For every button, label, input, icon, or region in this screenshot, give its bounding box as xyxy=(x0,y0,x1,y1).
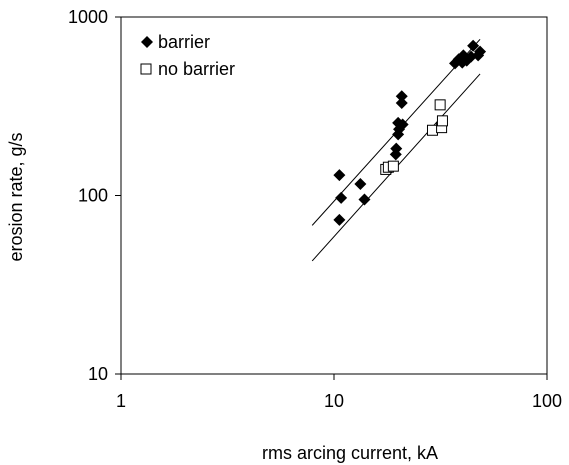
point-barrier xyxy=(467,39,480,52)
x-tick-label: 10 xyxy=(324,391,344,411)
point-no-barrier xyxy=(436,115,448,127)
y-tick-label: 10 xyxy=(88,364,108,384)
point-barrier xyxy=(395,90,408,103)
x-axis-title: rms arcing current, kA xyxy=(262,443,438,463)
legend-open-square-icon xyxy=(140,63,152,75)
point-barrier xyxy=(333,169,346,182)
y-axis-title: erosion rate, g/s xyxy=(6,132,26,261)
point-no-barrier xyxy=(387,160,399,172)
x-tick-label: 1 xyxy=(116,391,126,411)
point-barrier xyxy=(354,177,367,190)
legend-label-no-barrier: no barrier xyxy=(158,59,235,79)
point-barrier xyxy=(390,142,403,155)
point-barrier xyxy=(358,193,371,206)
axis-tick-labels: 1 10 100 10 100 1000 xyxy=(68,7,562,411)
point-barrier xyxy=(333,213,346,226)
data-points xyxy=(333,39,487,226)
point-barrier xyxy=(396,118,409,131)
x-tick-label: 100 xyxy=(532,391,562,411)
legend-item-barrier: barrier xyxy=(141,32,210,52)
point-barrier xyxy=(474,45,487,58)
legend-filled-diamond-icon xyxy=(141,36,153,48)
legend-item-no-barrier: no barrier xyxy=(140,59,235,79)
point-no-barrier xyxy=(434,99,446,111)
y-tick-label: 1000 xyxy=(68,7,108,27)
point-barrier xyxy=(335,191,348,204)
axis-ticks xyxy=(115,16,548,380)
y-tick-label: 100 xyxy=(78,186,108,206)
point-barrier xyxy=(395,96,408,109)
point-no-barrier xyxy=(426,124,438,136)
legend-label-barrier: barrier xyxy=(158,32,210,52)
legend: barrier no barrier xyxy=(140,32,235,79)
